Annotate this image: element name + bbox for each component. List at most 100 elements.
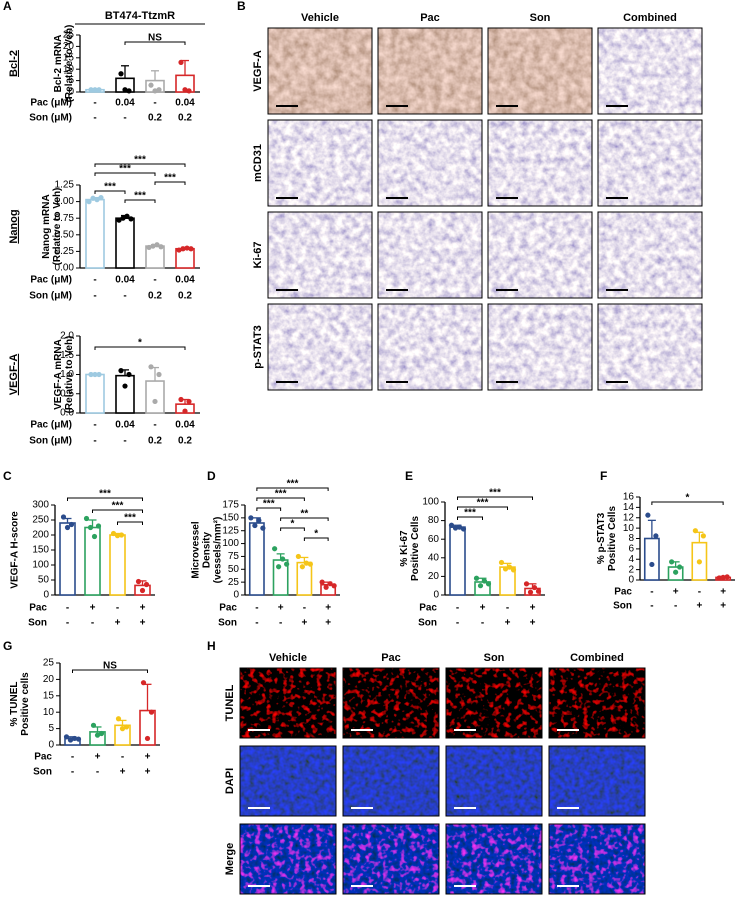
row-label: Son (μM)	[29, 436, 72, 447]
significance-label: *	[138, 338, 142, 349]
row-label: VEGF-A	[252, 50, 264, 92]
significance-label: NS	[148, 33, 162, 44]
data-point	[92, 371, 98, 378]
y-axis-label: Positive Cells	[607, 506, 618, 571]
y-tick-label: 1.5	[60, 350, 74, 361]
y-axis-label: VEGF-A H-score	[10, 511, 21, 589]
y-tick-label: 15	[43, 690, 55, 701]
significance-label: ***	[134, 155, 146, 166]
row-value: +	[480, 603, 486, 614]
row-value: -	[506, 603, 509, 614]
significance-label: ***	[104, 182, 116, 193]
row-value: +	[696, 601, 702, 612]
micrograph-frame	[487, 303, 593, 391]
row-value: -	[674, 601, 677, 612]
significance-bracket	[72, 669, 148, 673]
data-point	[535, 588, 542, 594]
row-value: 0.04	[175, 98, 195, 109]
row-value: +	[120, 767, 126, 778]
significance-label: ***	[124, 513, 136, 524]
data-point	[182, 87, 188, 93]
y-tick-label: 20	[63, 41, 75, 52]
micrograph	[446, 668, 542, 738]
side-label: VEGF-A	[8, 354, 20, 396]
panel-label: C	[3, 469, 12, 483]
y-tick-label: 4	[628, 554, 634, 565]
row-value: +	[95, 752, 101, 763]
row-label: Son	[33, 767, 52, 778]
data-point	[94, 732, 101, 738]
data-point	[481, 578, 488, 584]
data-point	[144, 735, 151, 742]
micrograph-frame	[377, 303, 483, 391]
column-label: Son	[530, 12, 551, 24]
y-tick-label: 100	[422, 497, 439, 508]
y-tick-label: 75	[228, 551, 240, 562]
data-point	[67, 737, 74, 743]
micrograph	[378, 28, 482, 114]
row-label: Pac	[219, 603, 237, 614]
micrograph	[268, 28, 372, 114]
y-axis-label: Positive Cells	[410, 516, 421, 581]
data-point	[98, 730, 105, 737]
row-label: Son	[418, 618, 437, 629]
row-value: -	[96, 767, 99, 778]
row-value: +	[530, 618, 536, 629]
y-tick-label: 150	[32, 545, 49, 556]
row-value: -	[153, 275, 156, 286]
row-value: +	[673, 587, 679, 598]
y-tick-label: 25	[63, 30, 75, 41]
data-point	[156, 87, 162, 93]
significance-bracket	[457, 506, 508, 510]
y-tick-label: 200	[32, 530, 49, 541]
micrograph	[488, 304, 592, 390]
bar	[115, 217, 135, 269]
row-value: -	[123, 113, 126, 124]
panel-label: G	[3, 639, 12, 653]
column-label: Son	[484, 652, 505, 664]
data-point	[122, 87, 128, 93]
micrograph	[378, 120, 482, 206]
micrograph-frame	[342, 745, 440, 817]
y-tick-label: 0	[43, 590, 49, 601]
micrograph	[598, 212, 702, 298]
micrograph-frame	[445, 667, 543, 739]
data-point	[135, 578, 142, 585]
data-point	[477, 583, 484, 589]
y-tick-label: 0	[48, 740, 54, 751]
micrograph	[446, 824, 542, 894]
y-tick-label: 0	[628, 575, 634, 586]
y-axis-label: Microvessel	[191, 521, 202, 578]
row-label: Son (μM)	[29, 291, 72, 302]
y-tick-label: 0.25	[55, 246, 75, 257]
data-point	[91, 533, 98, 540]
data-point	[114, 533, 121, 539]
row-value: +	[90, 603, 96, 614]
y-axis-label: Nanog mRNA	[41, 194, 52, 258]
data-point	[653, 533, 659, 539]
data-point	[95, 523, 102, 529]
y-tick-label: 25	[43, 658, 55, 669]
row-value: 0.2	[178, 291, 192, 302]
data-point	[272, 546, 278, 552]
data-point	[123, 724, 130, 730]
micrograph	[378, 304, 482, 390]
bar	[145, 380, 165, 414]
y-tick-label: 0.75	[55, 213, 75, 224]
y-tick-label: 20	[428, 571, 440, 582]
micrograph	[240, 746, 336, 816]
row-value: -	[93, 98, 96, 109]
significance-label: *	[314, 529, 318, 540]
y-axis-label: % p-STAT3	[596, 512, 607, 564]
y-tick-label: 15	[63, 52, 75, 63]
row-label: Pac (μM)	[30, 98, 72, 109]
data-point	[720, 574, 726, 581]
micrograph	[268, 120, 372, 206]
bar	[59, 522, 76, 596]
y-tick-label: 0	[433, 590, 439, 601]
data-point	[188, 246, 194, 252]
row-value: -	[153, 98, 156, 109]
data-point	[692, 528, 698, 534]
data-point	[118, 532, 125, 538]
y-tick-label: 16	[623, 492, 635, 503]
